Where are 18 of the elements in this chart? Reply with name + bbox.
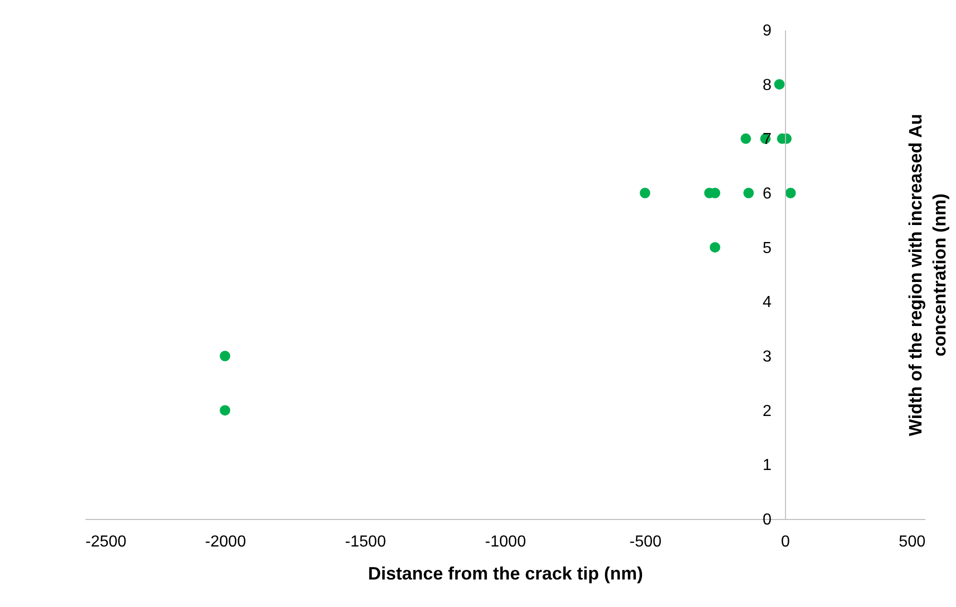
y-tick-label: 9 (762, 22, 772, 40)
y-tick-label: 5 (762, 240, 772, 257)
y-tick-label: 4 (762, 294, 772, 312)
x-axis-title: Distance from the crack tip (nm) (368, 564, 644, 584)
y-tick-label: 2 (762, 402, 772, 420)
y-tick-label: 1 (762, 457, 772, 474)
x-tick-label: -1500 (345, 534, 386, 550)
y-tick-label: 8 (762, 76, 772, 94)
y-axis-title: Width of the region with increased Au concentration (nm) (906, 114, 950, 436)
x-tick-label: -2000 (205, 534, 246, 550)
x-tick-label: 500 (898, 534, 926, 550)
y-tick-label: 0 (762, 512, 772, 528)
x-tick-label: 0 (781, 534, 790, 550)
y-tick-label: 6 (762, 186, 772, 202)
x-tick-label: -2500 (86, 534, 127, 550)
y-tick-label: 3 (762, 348, 772, 366)
x-tick-label: -500 (629, 534, 662, 550)
x-tick-label: -1000 (485, 534, 526, 550)
